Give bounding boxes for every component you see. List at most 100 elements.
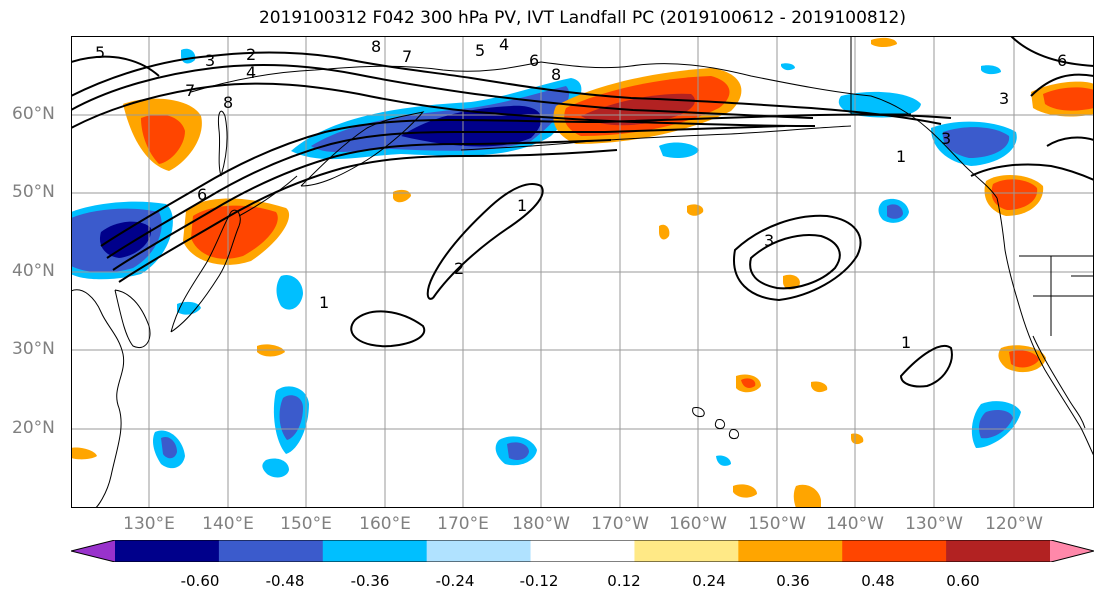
lat-label-20n: 20°N bbox=[12, 418, 55, 438]
contour-label: 6 bbox=[529, 51, 539, 70]
contour-closed bbox=[426, 183, 544, 300]
contour-jet bbox=[106, 125, 786, 259]
colorbar-segment bbox=[738, 540, 843, 562]
shade-orange-cell bbox=[851, 433, 864, 445]
contour-closed bbox=[1046, 136, 1094, 147]
lon-label-130w: 130°W bbox=[905, 514, 963, 534]
coast-siberia-north bbox=[190, 61, 542, 93]
contour-label: 1 bbox=[896, 147, 906, 166]
colorbar-segments bbox=[71, 540, 1094, 562]
contour-label: 4 bbox=[246, 63, 256, 82]
contour-jet bbox=[100, 113, 952, 247]
shade-orange-cell bbox=[659, 224, 670, 240]
coast-japan bbox=[170, 209, 241, 333]
contour-label: 5 bbox=[475, 41, 485, 60]
contour-label: 1 bbox=[517, 196, 527, 215]
colorbar-segment bbox=[946, 540, 1051, 562]
coast-asia bbox=[71, 289, 125, 508]
shade-blue-cell bbox=[276, 274, 303, 310]
shade-blue-cell bbox=[781, 63, 795, 71]
contour-labels: 5 3 2 4 8 7 5 4 6 8 7 8 6 1 2 1 3 1 3 1 … bbox=[95, 36, 1067, 352]
coast-kamchatka bbox=[300, 111, 425, 187]
contour-label: 1 bbox=[319, 293, 329, 312]
lat-label-60n: 60°N bbox=[12, 104, 55, 124]
shade-blue-cell bbox=[981, 65, 1001, 75]
coast-baja bbox=[1032, 335, 1086, 429]
shade-orange-cell bbox=[733, 484, 757, 498]
lat-label-30n: 30°N bbox=[12, 339, 55, 359]
colorbar-segment bbox=[115, 540, 220, 562]
contour-label: 2 bbox=[246, 45, 256, 64]
lon-label-130e: 130°E bbox=[123, 514, 175, 534]
contour-closed bbox=[71, 55, 160, 77]
figure-title: 2019100312 F042 300 hPa PV, IVT Landfall… bbox=[258, 8, 906, 28]
colorbar bbox=[71, 540, 1094, 562]
colorbar-tick-label: 0.60 bbox=[946, 572, 980, 590]
shade-orange-cell bbox=[793, 484, 821, 508]
coastlines bbox=[71, 36, 1094, 508]
contour-label: 5 bbox=[95, 43, 105, 62]
colorbar-tick-label: -0.24 bbox=[435, 572, 475, 590]
shade-blue-goa bbox=[838, 91, 921, 118]
coast-sakhalin bbox=[218, 110, 228, 177]
contour-jet bbox=[71, 64, 814, 119]
shade-blue-cell bbox=[177, 301, 201, 315]
shade-orange-cell bbox=[811, 381, 828, 393]
contour-label: 7 bbox=[402, 47, 412, 66]
contour-closed bbox=[1030, 73, 1094, 97]
coast-hawaii bbox=[692, 407, 740, 439]
shade-orange-cell bbox=[71, 447, 97, 460]
contour-label: 4 bbox=[499, 36, 509, 54]
colorbar-tick-label: -0.36 bbox=[350, 572, 390, 590]
colorbar-tick-label: 0.48 bbox=[861, 572, 895, 590]
contour-closed bbox=[350, 310, 426, 348]
lon-label-140e: 140°E bbox=[202, 514, 254, 534]
map-panel: 5 3 2 4 8 7 5 4 6 8 7 8 6 1 2 1 3 1 3 1 … bbox=[71, 36, 1094, 508]
colorbar-tick-label: 0.24 bbox=[692, 572, 726, 590]
lon-label-120w: 120°W bbox=[985, 514, 1043, 534]
colorbar-segment bbox=[530, 540, 635, 562]
contour-label: 3 bbox=[941, 129, 951, 148]
colorbar-tick-label: -0.60 bbox=[180, 572, 220, 590]
colorbar-tick-label: 0.12 bbox=[607, 572, 641, 590]
contour-label: 3 bbox=[999, 89, 1009, 108]
contour-label: 8 bbox=[551, 65, 561, 84]
contour-jet bbox=[118, 149, 618, 283]
colorbar-segment bbox=[634, 540, 739, 562]
contour-closed bbox=[899, 345, 953, 388]
contour-label: 8 bbox=[371, 37, 381, 56]
colorbar-segment bbox=[1050, 540, 1094, 562]
colorbar-tick-label: 0.36 bbox=[776, 572, 810, 590]
contour-closed bbox=[733, 214, 862, 302]
lon-label-170e: 170°E bbox=[437, 514, 489, 534]
colorbar-segment bbox=[842, 540, 947, 562]
contour-closed bbox=[1010, 36, 1094, 67]
contour-label: 1 bbox=[901, 333, 911, 352]
lon-label-140w: 140°W bbox=[826, 514, 884, 534]
colorbar-tick-label: -0.12 bbox=[519, 572, 559, 590]
contour-closed bbox=[749, 234, 841, 290]
contour-label: 3 bbox=[764, 231, 774, 250]
lat-label-50n: 50°N bbox=[12, 182, 55, 202]
shade-blue-cell bbox=[716, 455, 731, 466]
contour-jet bbox=[112, 139, 612, 271]
contour-label: 7 bbox=[185, 81, 195, 100]
colorbar-segment bbox=[426, 540, 532, 562]
lon-label-180w: 180°W bbox=[512, 514, 570, 534]
contour-label: 2 bbox=[454, 259, 464, 278]
shade-blue-cell bbox=[262, 458, 289, 478]
contour-label: 3 bbox=[205, 51, 215, 70]
map-frame bbox=[71, 36, 1094, 508]
lon-label-150w: 150°W bbox=[748, 514, 806, 534]
shade-orange-cell bbox=[871, 37, 897, 47]
lon-label-170w: 170°W bbox=[591, 514, 649, 534]
contour-label: 6 bbox=[1057, 51, 1067, 70]
colorbar-segment bbox=[71, 540, 115, 562]
colorbar-tick-label: -0.48 bbox=[265, 572, 305, 590]
contour-label: 8 bbox=[223, 93, 233, 112]
shade-orange-cell bbox=[687, 204, 704, 216]
colorbar-segment bbox=[322, 540, 428, 562]
coast-aleutians bbox=[460, 125, 852, 151]
contour-label: 6 bbox=[197, 185, 207, 204]
state-borders bbox=[1019, 255, 1094, 336]
